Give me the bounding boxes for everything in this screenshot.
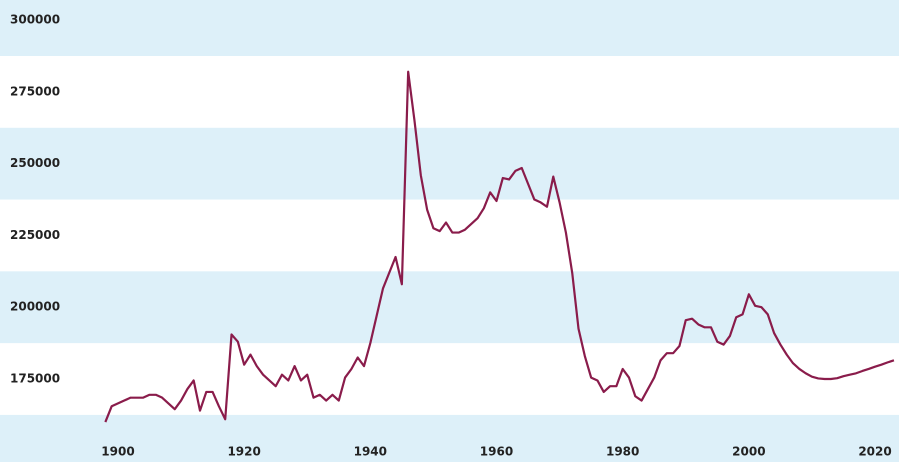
grid-band — [0, 199, 899, 272]
x-tick-label: 1960 — [480, 445, 513, 459]
x-tick-label: 1920 — [227, 445, 260, 459]
grid-band — [0, 343, 899, 415]
y-tick-label: 300000 — [10, 13, 60, 27]
x-tick-label: 1900 — [101, 445, 134, 459]
x-tick-label: 1940 — [354, 445, 387, 459]
grid-band — [0, 55, 899, 128]
x-tick-label: 1980 — [606, 445, 639, 459]
x-tick-label: 2000 — [732, 445, 765, 459]
y-tick-label: 250000 — [10, 156, 60, 170]
y-tick-label: 200000 — [10, 300, 60, 314]
y-tick-label: 225000 — [10, 228, 60, 242]
y-tick-label: 175000 — [10, 372, 60, 386]
x-tick-label: 2020 — [858, 445, 891, 459]
y-tick-label: 275000 — [10, 84, 60, 98]
series-line — [104, 70, 895, 423]
